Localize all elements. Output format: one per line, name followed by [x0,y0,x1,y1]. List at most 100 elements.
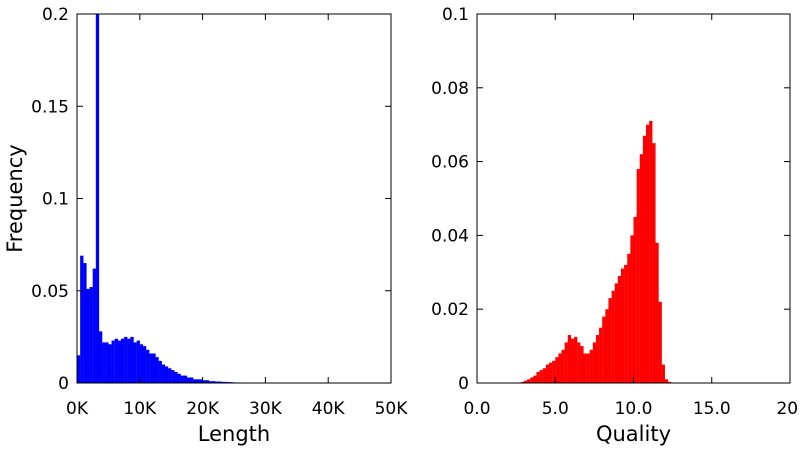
x-tick-label: 40K [312,399,346,419]
histogram-bar [599,327,603,383]
histogram-bar [218,381,222,383]
histogram-bar [95,14,100,383]
histogram-bar [186,377,191,383]
x-tick-label: 15.0 [693,399,731,419]
histogram-bar [611,290,615,383]
y-tick-label: 0.06 [431,153,469,173]
y-tick-label: 0.1 [42,190,69,210]
x-axis-label: Length [198,422,270,446]
histogram-bar [552,360,556,383]
x-tick-label: 10.0 [615,399,653,419]
histogram-bar [536,371,540,383]
histogram-bar [620,268,625,383]
histogram-bar [117,340,122,383]
histogram-bar [105,342,109,383]
histogram-bar [542,368,547,383]
length-histogram: 0 0.05 0.1 0.15 0.2 0K 10K 20K 30K 40K 50K Length Fr… [3,5,408,446]
histogram-bar [208,381,213,383]
histogram-bar [180,375,184,383]
histogram-bar [221,381,225,383]
histogram-bar [614,283,618,383]
y-tick-label: 0 [58,374,69,394]
histogram-bar [558,353,562,383]
x-tick-label: 5.0 [542,399,569,419]
histogram-bar [149,353,153,383]
histogram-bar [667,381,672,383]
histogram-bar [661,364,665,383]
histogram-bar [80,255,84,383]
plot-frame [76,13,392,384]
y-tick-label: 0.1 [442,5,469,25]
histogram-bar [98,331,103,383]
histogram-bar [196,379,200,383]
histogram-bar [646,124,650,383]
histogram-bar [580,346,584,383]
histogram-bar [139,344,144,383]
x-tick-label: 10K [123,399,157,419]
histogram-bar [133,342,137,383]
histogram-bar [108,344,112,383]
histogram-bar [548,362,553,383]
histogram-bar [164,366,169,383]
histogram-bar [636,168,640,383]
histogram-bar [539,370,543,383]
histogram-bar [142,346,147,383]
histogram-bar [574,336,578,384]
histogram-bar [161,364,166,383]
histogram-bar [555,357,559,383]
histogram-bar [120,338,125,383]
histogram-bar [602,316,606,383]
histogram-bar [533,375,537,383]
histogram-bar [130,336,134,384]
histogram-bar [658,301,662,383]
x-tick-label: 0.0 [463,399,490,419]
histogram-bar [202,380,206,383]
histogram-bar [577,342,581,383]
histogram-bar [215,381,219,383]
histogram-bar [567,335,572,383]
histogram-bar [564,342,568,383]
histogram-bar [630,235,634,383]
x-axis-label: Quality [596,422,671,446]
histogram-bar [136,340,140,383]
histogram-bar [664,379,669,383]
x-tick-label: 50K [375,399,409,419]
histogram-bar [617,275,622,383]
y-axis-label: Frequency [3,144,27,253]
y-tick-label: 0.08 [431,79,469,99]
histogram-bar [545,364,550,383]
histogram-bar [212,381,216,383]
histogram-bar [605,309,609,383]
histogram-bar [89,287,93,383]
histogram-bar [199,379,203,383]
histogram-bar [586,353,590,383]
y-tick-label: 0 [458,374,469,394]
histogram-bar [174,371,178,383]
histogram-bar [171,370,175,383]
y-tick-label: 0.15 [31,97,69,117]
histogram-bar [205,380,210,383]
histogram-bar [77,355,81,383]
histogram-bar [639,154,644,383]
histogram-bar [158,360,162,383]
histogram-bar [624,264,628,383]
histogram-bar [155,357,159,383]
y-tick-label: 0.02 [431,300,469,320]
histogram-bar [642,135,647,383]
histogram-bar [527,379,531,383]
histogram-bar [102,342,106,383]
histogram-bar [193,379,197,383]
histogram-bar [520,381,525,383]
histogram-bar [83,263,87,383]
histogram-bar [633,216,637,383]
histogram-bar [570,338,575,383]
histogram-bar [92,268,96,383]
histogram-bar [190,377,194,383]
histogram-bar [595,335,600,383]
y-tick-label: 0.2 [42,5,69,25]
histogram-bar [561,349,565,383]
histogram-bar [608,298,612,383]
histogram-bar [224,381,228,383]
x-tick-label: 30K [249,399,283,419]
